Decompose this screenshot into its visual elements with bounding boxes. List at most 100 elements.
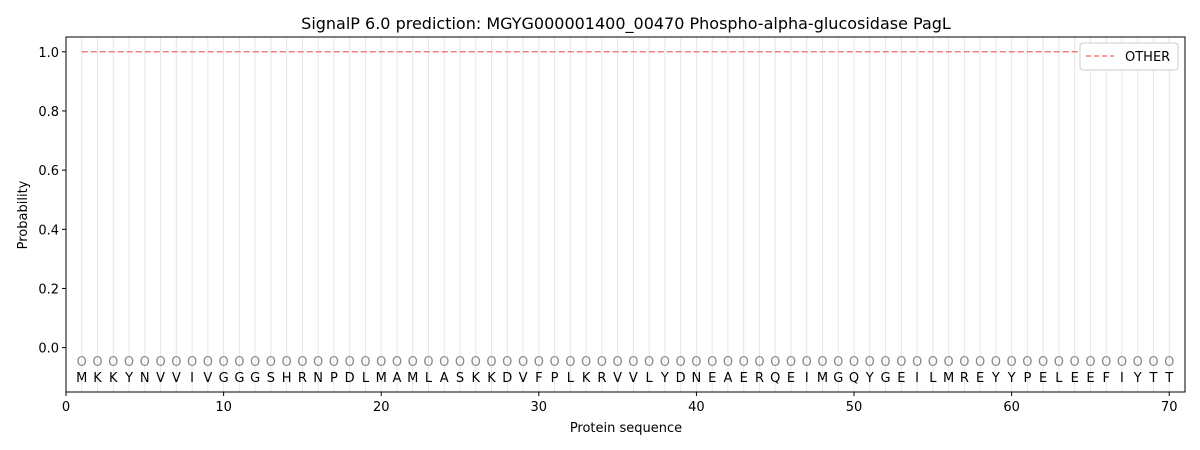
plot-area: OMOKOKOYONOVOVOIOVOGOGOGOSOHORONOPODOLOM…: [38, 37, 1178, 415]
prediction-label: O: [1148, 355, 1158, 370]
sequence-letter: G: [219, 371, 229, 386]
sequence-letter: K: [109, 371, 118, 386]
x-axis-label: Protein sequence: [570, 421, 682, 436]
sequence-letter: K: [582, 371, 591, 386]
sequence-letter: Y: [1133, 371, 1142, 386]
x-tick-label: 50: [846, 400, 863, 415]
prediction-label: O: [360, 355, 370, 370]
sequence-letter: F: [1102, 371, 1109, 386]
prediction-label: O: [896, 355, 906, 370]
sequence-letter: P: [551, 371, 559, 386]
sequence-letter: M: [943, 371, 954, 386]
prediction-label: O: [1164, 355, 1174, 370]
prediction-label: O: [1054, 355, 1064, 370]
sequence-letter: D: [345, 371, 355, 386]
prediction-label: O: [423, 355, 433, 370]
sequence-letter: A: [440, 371, 449, 386]
sequence-letter: P: [330, 371, 338, 386]
y-tick-label: 1.0: [38, 46, 59, 61]
prediction-label: O: [597, 355, 607, 370]
sequence-letter: E: [1039, 371, 1047, 386]
sequence-letter: Y: [124, 371, 133, 386]
sequence-letter: M: [407, 371, 418, 386]
sequence-letter: E: [708, 371, 716, 386]
prediction-label: O: [408, 355, 418, 370]
y-tick-label: 0.6: [38, 164, 59, 179]
y-tick-label: 0.2: [38, 282, 59, 297]
sequence-letter: V: [629, 371, 638, 386]
sequence-letter: K: [472, 371, 481, 386]
sequence-letter: Q: [849, 371, 859, 386]
prediction-label: O: [691, 355, 701, 370]
sequence-letter: D: [676, 371, 686, 386]
sequence-letter: Y: [660, 371, 669, 386]
y-axis-label: Probability: [16, 180, 31, 249]
prediction-label: O: [345, 355, 355, 370]
sequence-letter: R: [597, 371, 606, 386]
prediction-label: O: [297, 355, 307, 370]
prediction-label: O: [329, 355, 339, 370]
sequence-letter: Y: [865, 371, 874, 386]
sequence-letter: E: [787, 371, 795, 386]
sequence-letter: T: [1164, 371, 1173, 386]
sequence-letter: Q: [770, 371, 780, 386]
y-tick-label: 0.0: [38, 342, 59, 357]
sequence-letter: S: [267, 371, 275, 386]
sequence-letter: L: [425, 371, 433, 386]
sequence-letter: V: [156, 371, 165, 386]
sequence-letter: I: [1120, 371, 1124, 386]
prediction-label: O: [786, 355, 796, 370]
prediction-label: O: [754, 355, 764, 370]
prediction-label: O: [849, 355, 859, 370]
prediction-label: O: [234, 355, 244, 370]
sequence-letter: V: [172, 371, 181, 386]
prediction-label: O: [1133, 355, 1143, 370]
prediction-label: O: [928, 355, 938, 370]
prediction-label: O: [502, 355, 512, 370]
prediction-label: O: [203, 355, 213, 370]
sequence-letter: M: [817, 371, 828, 386]
prediction-label: O: [1117, 355, 1127, 370]
sequence-letter: N: [313, 371, 323, 386]
prediction-label: O: [392, 355, 402, 370]
sequence-letter: E: [1086, 371, 1094, 386]
sequence-letter: H: [282, 371, 292, 386]
x-tick-label: 60: [1003, 400, 1020, 415]
prediction-label: O: [439, 355, 449, 370]
x-tick-label: 40: [688, 400, 705, 415]
legend-box: [1079, 42, 1179, 71]
sequence-letter: M: [76, 371, 87, 386]
x-tick-label: 10: [215, 400, 232, 415]
sequence-letter: L: [567, 371, 575, 386]
sequence-letter: P: [1023, 371, 1031, 386]
sequence-letter: K: [487, 371, 496, 386]
sequence-letter: N: [692, 371, 702, 386]
prediction-label: O: [817, 355, 827, 370]
sequence-letter: L: [1055, 371, 1063, 386]
prediction-label: O: [707, 355, 717, 370]
prediction-label: O: [1085, 355, 1095, 370]
prediction-label: O: [455, 355, 465, 370]
prediction-label: O: [1038, 355, 1048, 370]
sequence-letter: V: [519, 371, 528, 386]
sequence-letter: R: [298, 371, 307, 386]
prediction-label: O: [471, 355, 481, 370]
prediction-label: O: [1007, 355, 1017, 370]
prediction-label: O: [644, 355, 654, 370]
prediction-label: O: [124, 355, 134, 370]
y-tick-label: 0.8: [38, 105, 59, 120]
legend: OTHER: [1079, 42, 1179, 71]
prediction-label: O: [676, 355, 686, 370]
prediction-label: O: [581, 355, 591, 370]
prediction-label: O: [660, 355, 670, 370]
sequence-letter: D: [502, 371, 512, 386]
prediction-label: O: [959, 355, 969, 370]
sequence-letter: N: [140, 371, 150, 386]
prediction-label: O: [770, 355, 780, 370]
prediction-label: O: [613, 355, 623, 370]
sequence-letter: Y: [991, 371, 1000, 386]
sequence-letter: E: [740, 371, 748, 386]
prediction-label: O: [1070, 355, 1080, 370]
